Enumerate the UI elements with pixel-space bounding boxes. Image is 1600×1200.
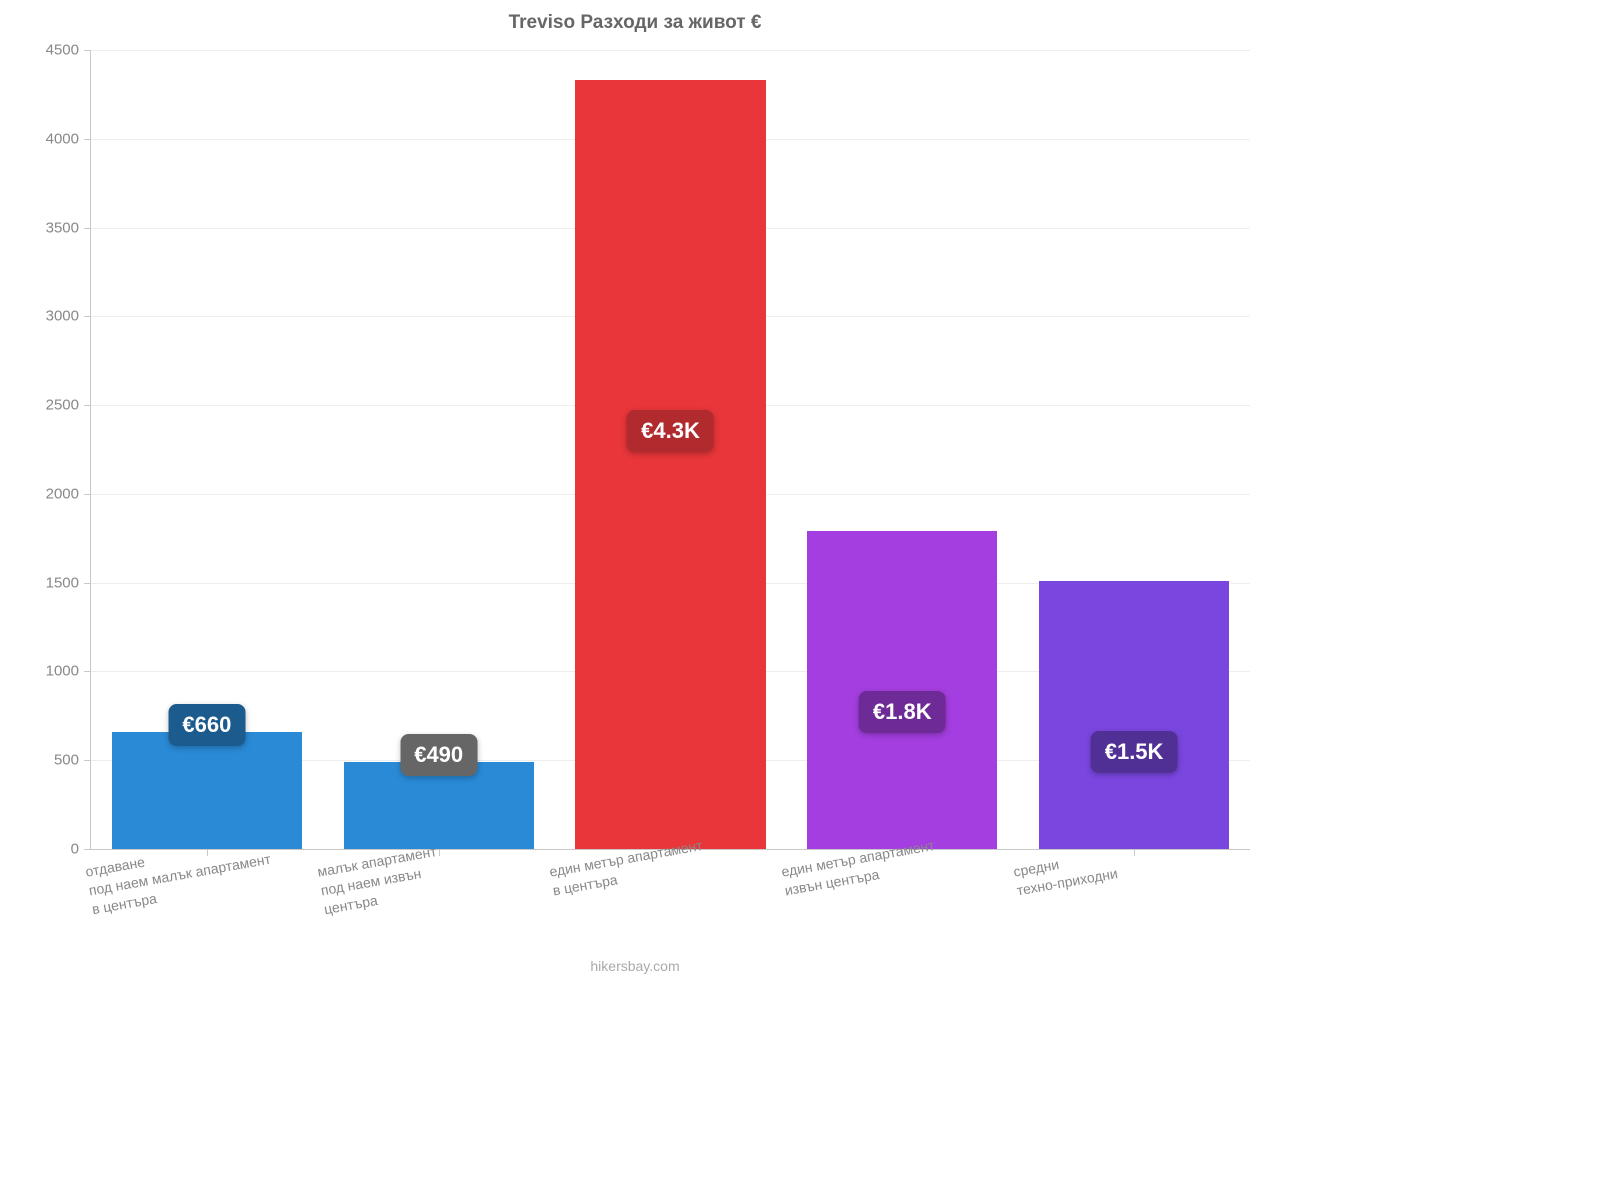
y-tick-label: 500 bbox=[54, 752, 79, 769]
bar-slot: €1.8K bbox=[786, 50, 1018, 849]
y-tick-label: 1500 bbox=[46, 574, 79, 591]
chart-container: Treviso Разходи за живот € 0500100015002… bbox=[0, 0, 1270, 980]
y-tick-mark bbox=[84, 671, 91, 672]
value-badge: €1.8K bbox=[859, 691, 946, 733]
value-badge: €660 bbox=[168, 704, 245, 746]
bars-row: €660 €490 €4.3K €1.8K €1.5K bbox=[91, 50, 1250, 849]
y-tick-mark bbox=[84, 405, 91, 406]
x-axis-label: малък апартамент под наем извън центъра bbox=[316, 842, 445, 919]
bar: €1.8K bbox=[807, 531, 997, 849]
y-tick-label: 3500 bbox=[46, 219, 79, 236]
y-tick-label: 4500 bbox=[46, 42, 79, 59]
y-tick-label: 1000 bbox=[46, 663, 79, 680]
chart-title: Treviso Разходи за живот € bbox=[0, 12, 1270, 34]
plot-area: 050010001500200025003000350040004500 €66… bbox=[90, 50, 1250, 850]
bar-slot: €660 bbox=[91, 50, 323, 849]
value-badge: €4.3K bbox=[627, 410, 714, 452]
bar-slot: €1.5K bbox=[1018, 50, 1250, 849]
y-tick-mark bbox=[84, 139, 91, 140]
y-tick-mark bbox=[84, 316, 91, 317]
attribution-text: hikersbay.com bbox=[0, 958, 1270, 974]
y-tick-label: 2500 bbox=[46, 397, 79, 414]
bar-slot: €4.3K bbox=[555, 50, 787, 849]
y-tick-mark bbox=[84, 849, 91, 850]
value-badge: €490 bbox=[400, 734, 477, 776]
bar: €490 bbox=[344, 762, 534, 849]
y-tick-mark bbox=[84, 583, 91, 584]
y-tick-mark bbox=[84, 494, 91, 495]
y-tick-mark bbox=[84, 760, 91, 761]
y-tick-label: 4000 bbox=[46, 130, 79, 147]
y-tick-mark bbox=[84, 228, 91, 229]
y-tick-label: 0 bbox=[71, 841, 79, 858]
bar: €4.3K bbox=[575, 80, 765, 849]
y-tick-label: 2000 bbox=[46, 485, 79, 502]
bar-slot: €490 bbox=[323, 50, 555, 849]
bar: €660 bbox=[112, 732, 302, 849]
x-axis-label: средни техно-приходни bbox=[1012, 845, 1119, 900]
value-badge: €1.5K bbox=[1091, 731, 1178, 773]
y-tick-mark bbox=[84, 50, 91, 51]
bar: €1.5K bbox=[1039, 581, 1229, 849]
y-tick-label: 3000 bbox=[46, 308, 79, 325]
